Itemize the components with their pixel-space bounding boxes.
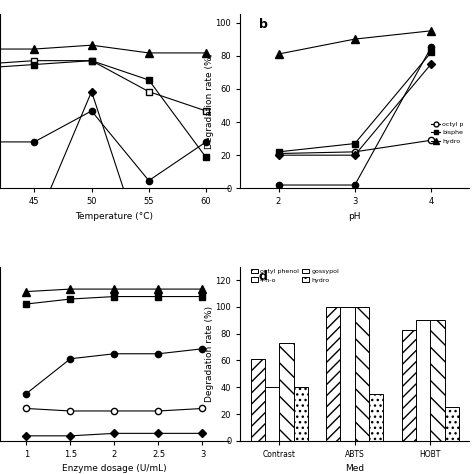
Bar [369,394,383,441]
Legend:   phenol, 4-n-octylphenol,   phenol A, gossypol,   oquinone: phenol, 4-n-octylphenol, phenol A, gossy… [3,288,113,310]
Legend: octyl phenol, 4-n-o, gossypol, hydro: octyl phenol, 4-n-o, gossypol, hydro [248,266,342,285]
Bar [265,387,279,441]
Text: d: d [259,270,267,283]
Bar [294,387,308,441]
Y-axis label: Degradation rate (%): Degradation rate (%) [205,53,214,149]
Bar [355,307,369,441]
Bar [401,329,416,441]
Text: b: b [259,18,267,31]
Bar [326,307,340,441]
Y-axis label: Degradation rate (%): Degradation rate (%) [205,306,214,402]
X-axis label: Med: Med [345,465,365,474]
X-axis label: Temperature (°C): Temperature (°C) [75,212,154,221]
Bar [430,320,445,441]
Bar [251,359,265,441]
X-axis label: Enzyme dosage (U/mL): Enzyme dosage (U/mL) [62,465,167,474]
X-axis label: pH: pH [348,212,361,221]
Bar [340,307,355,441]
Legend: octyl p, bisphe, hydro: octyl p, bisphe, hydro [428,119,466,146]
Bar [279,343,294,441]
Bar [416,320,430,441]
Bar [445,407,459,441]
